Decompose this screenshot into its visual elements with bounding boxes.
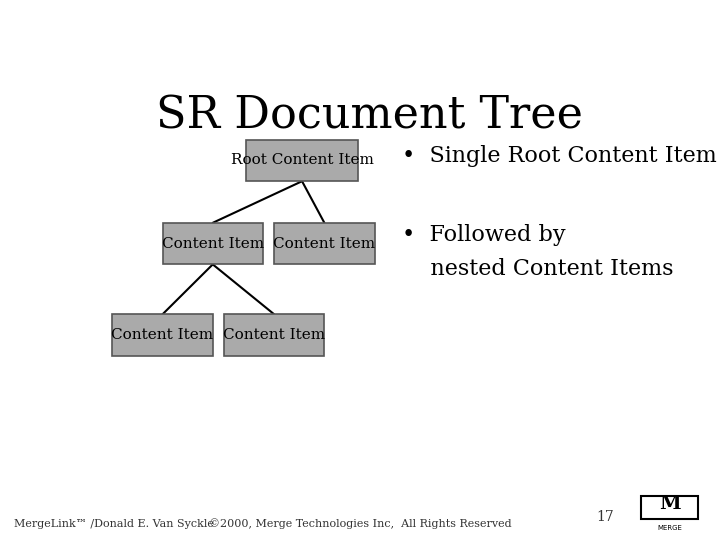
Text: MergeLink™ /Donald E. Van Syckle: MergeLink™ /Donald E. Van Syckle [14,519,215,529]
FancyBboxPatch shape [274,223,374,265]
Text: M: M [659,495,680,514]
Text: ©2000, Merge Technologies Inc,  All Rights Reserved: ©2000, Merge Technologies Inc, All Right… [209,518,511,529]
Text: MERGE: MERGE [657,525,682,531]
Text: 17: 17 [596,510,613,524]
Bar [641,496,698,519]
FancyBboxPatch shape [224,314,324,356]
FancyBboxPatch shape [112,314,213,356]
Text: Content Item: Content Item [274,237,375,251]
Text: nested Content Items: nested Content Items [402,258,674,280]
FancyBboxPatch shape [246,140,358,181]
FancyBboxPatch shape [163,223,263,265]
Text: Root Content Item: Root Content Item [230,153,374,167]
Text: Content Item: Content Item [223,328,325,342]
Text: •  Single Root Content Item: • Single Root Content Item [402,145,717,167]
Text: SR Document Tree: SR Document Tree [156,94,582,137]
Text: Content Item: Content Item [162,237,264,251]
Text: Content Item: Content Item [112,328,214,342]
Text: •  Followed by: • Followed by [402,224,566,246]
